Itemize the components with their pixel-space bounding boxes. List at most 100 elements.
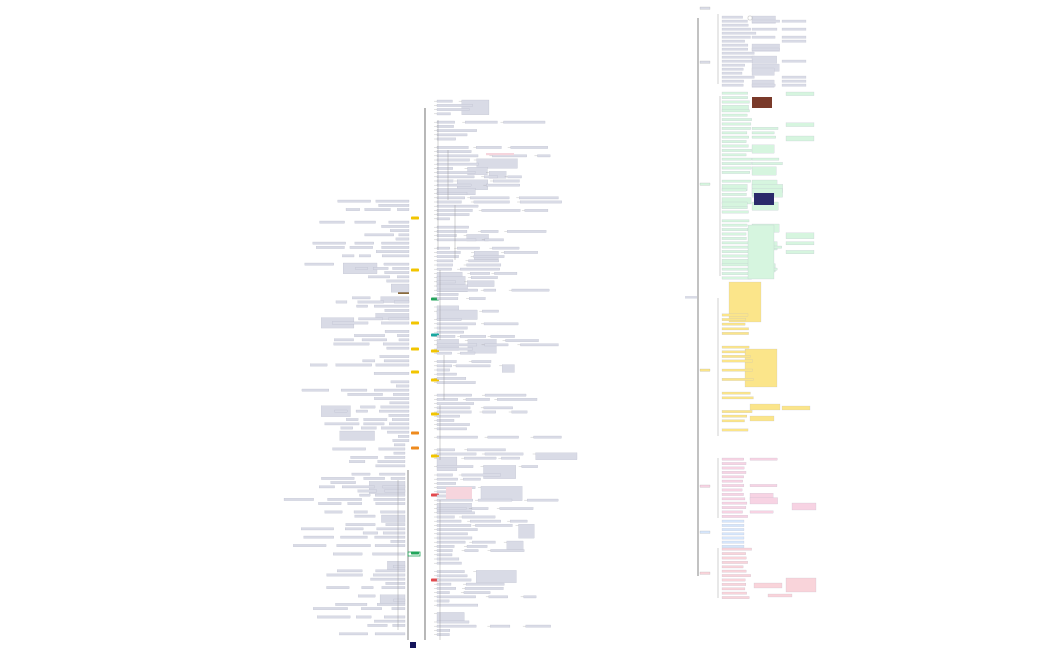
green-leaf	[721, 100, 750, 104]
leaf-node	[436, 540, 466, 544]
leaf-node	[335, 363, 372, 367]
blue-leaf	[721, 540, 745, 544]
leaf-node	[436, 553, 453, 557]
leaf-node	[332, 321, 369, 325]
leaf-node	[493, 179, 520, 183]
leaf-node	[436, 435, 478, 439]
leaf-node	[436, 398, 458, 401]
leaf-node	[436, 414, 460, 418]
yellow-leaf	[721, 350, 746, 354]
right-mind-map	[685, 6, 817, 599]
leaf-node	[339, 632, 368, 636]
leaf-node	[361, 338, 387, 342]
leaf-node	[436, 251, 461, 254]
leaf-node	[376, 527, 406, 531]
leaf-node	[361, 426, 377, 430]
leaf-node	[342, 254, 355, 258]
green-leaf	[721, 127, 751, 130]
leaf-node	[381, 246, 410, 249]
green-leaf	[751, 135, 776, 139]
leaf-node	[490, 335, 515, 338]
leaf-node	[333, 342, 370, 346]
leaf-node	[312, 241, 346, 245]
leaf-node	[436, 217, 450, 221]
leaf-node	[436, 347, 473, 351]
pink-leaf	[721, 497, 746, 501]
green-leaf	[721, 118, 752, 121]
leaf-node	[506, 540, 524, 550]
leaf-node	[436, 263, 453, 267]
gray-leaf	[751, 35, 776, 39]
green-leaf	[721, 149, 752, 152]
pink-leaf	[721, 484, 745, 487]
leaf-node	[390, 229, 410, 232]
green-leaf	[721, 153, 747, 157]
leaf-node	[473, 255, 505, 258]
pink-leaf	[721, 466, 745, 470]
pink-leaf	[486, 153, 514, 156]
leaf-node	[521, 465, 538, 468]
gray-leaf	[781, 35, 807, 39]
leaf-node	[466, 263, 502, 267]
leaf-node	[390, 477, 406, 480]
gray-leaf	[751, 55, 777, 64]
leaf-node	[463, 477, 481, 481]
leaf-node	[465, 398, 490, 401]
leaf-node	[436, 171, 476, 174]
leaf-node	[464, 549, 479, 552]
leaf-node	[436, 612, 465, 622]
leaf-node	[525, 624, 551, 628]
leaf-node	[327, 498, 362, 501]
leaf-node	[436, 179, 454, 183]
gray-leaf	[721, 39, 745, 43]
leaf-node	[535, 452, 578, 460]
leaf-node	[436, 158, 470, 162]
leaf-node	[436, 599, 450, 603]
leaf-node	[436, 238, 477, 242]
leaf-node	[436, 129, 477, 132]
leaf-node	[377, 460, 406, 463]
leaf-node	[511, 288, 550, 292]
leaf-node	[467, 448, 506, 452]
yellow-leaf	[721, 332, 749, 335]
leaf-node	[385, 582, 406, 585]
leaf-node	[304, 262, 334, 266]
leaf-node	[436, 515, 455, 519]
gray-leaf	[781, 39, 807, 43]
leaf-node	[381, 241, 410, 245]
leaf-node	[436, 410, 472, 414]
gray-leaf	[721, 75, 755, 79]
gray-leaf	[751, 43, 780, 52]
yellow-leaf	[749, 415, 775, 422]
yellow-leaf	[721, 419, 745, 423]
leaf-node	[465, 582, 505, 586]
image-thumbnail-1	[752, 97, 772, 108]
leaf-node	[436, 225, 469, 229]
pink-leaf	[749, 457, 778, 461]
leaf-node	[376, 250, 410, 253]
leaf-node	[470, 196, 510, 200]
yellow-leaf	[749, 403, 781, 411]
leaf-node	[379, 355, 410, 358]
leaf-node	[373, 372, 410, 375]
leaf-node	[511, 410, 528, 414]
leaf-node	[356, 615, 372, 619]
leaf-node	[398, 338, 410, 342]
leaf-node	[492, 246, 520, 250]
leaf-node	[335, 300, 348, 304]
leaf-node	[520, 343, 559, 347]
leaf-node	[333, 552, 363, 556]
red-leaf	[767, 593, 793, 598]
leaf-node	[436, 536, 473, 540]
leaf-node	[313, 607, 348, 610]
leaf-node	[466, 234, 489, 242]
leaf-node	[477, 498, 513, 502]
leaf-node	[484, 175, 498, 179]
green-leaf	[751, 127, 779, 130]
leaf-node	[339, 430, 375, 441]
leaf-node	[436, 381, 476, 384]
leaf-node	[387, 430, 410, 434]
leaf-node	[507, 230, 547, 233]
leaf-node	[436, 284, 468, 292]
